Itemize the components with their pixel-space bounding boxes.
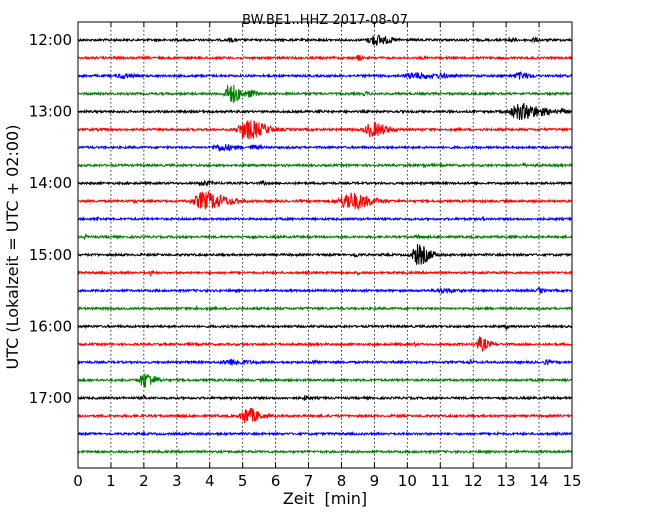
seismogram-trace <box>77 448 573 455</box>
seismogram-trace <box>77 394 573 401</box>
seismogram-trace <box>77 373 573 388</box>
y-tick-label: 12:00 <box>29 31 72 49</box>
y-tick-label: 16:00 <box>29 317 72 335</box>
x-tick-label: 11 <box>431 472 450 490</box>
seismogram-trace <box>77 179 573 187</box>
seismogram-trace <box>77 120 573 140</box>
plot-frame <box>77 21 573 469</box>
seismogram-trace <box>77 243 573 266</box>
x-tick-label: 12 <box>464 472 483 490</box>
x-tick-label: 15 <box>562 472 581 490</box>
seismogram-trace <box>77 215 573 222</box>
x-tick-label: 0 <box>73 472 83 490</box>
x-tick-label: 9 <box>370 472 380 490</box>
x-tick-label: 10 <box>398 472 417 490</box>
seismogram-trace <box>77 305 573 312</box>
seismogram-trace <box>77 336 573 352</box>
seismogram-trace <box>77 190 573 211</box>
x-tick-label: 4 <box>205 472 215 490</box>
x-tick-label: 6 <box>271 472 281 490</box>
seismogram-trace <box>77 269 573 278</box>
seismogram-trace <box>77 102 573 121</box>
x-tick-label: 7 <box>304 472 314 490</box>
seismogram-trace <box>77 286 573 295</box>
x-tick-label: 8 <box>337 472 347 490</box>
x-tick-label: 14 <box>530 472 549 490</box>
chart-title: BW.BE1..HHZ 2017-08-07 <box>242 13 408 28</box>
seismogram-trace <box>77 358 573 366</box>
y-tick-label: 14:00 <box>29 174 72 192</box>
seismogram-trace <box>77 233 573 241</box>
y-axis-label: UTC (Lokalzeit = UTC + 02:00) <box>3 125 22 370</box>
seismogram-trace <box>77 430 573 437</box>
seismogram-trace <box>77 54 573 62</box>
y-tick-label: 13:00 <box>29 103 72 121</box>
seismogram-traces <box>77 34 573 455</box>
axis-ticks: 0 1 2 3 4 5 6 7 8 9 10 11 12 13 14 1512:0013:0014:0015:… <box>29 22 582 490</box>
x-tick-label: 1 <box>106 472 116 490</box>
x-tick-label: 2 <box>139 472 149 490</box>
x-axis-label: Zeit [min] <box>283 489 367 508</box>
y-tick-label: 17:00 <box>29 389 72 407</box>
x-tick-label: 3 <box>172 472 182 490</box>
seismogram-trace <box>77 407 573 423</box>
seismogram-trace <box>77 161 573 169</box>
y-tick-label: 15:00 <box>29 246 72 264</box>
seismogram-trace <box>77 84 573 104</box>
seismogram-trace <box>77 71 573 80</box>
x-tick-label: 13 <box>497 472 516 490</box>
seismogram-trace <box>77 143 573 152</box>
seismogram-trace <box>77 34 573 46</box>
seismogram-trace <box>77 323 573 330</box>
x-tick-label: 5 <box>238 472 248 490</box>
